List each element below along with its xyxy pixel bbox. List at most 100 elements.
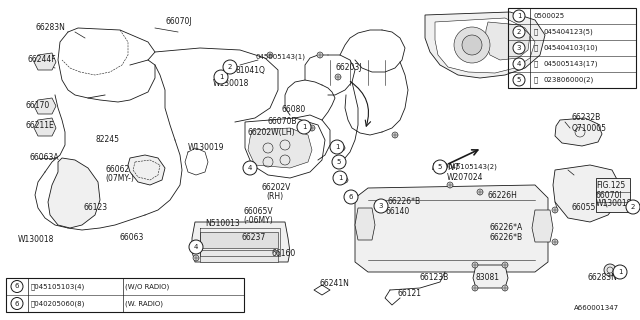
Polygon shape bbox=[555, 118, 602, 146]
Circle shape bbox=[513, 42, 525, 54]
Circle shape bbox=[191, 245, 197, 251]
Text: 2: 2 bbox=[228, 64, 232, 70]
Text: 66226*B: 66226*B bbox=[388, 196, 421, 205]
Circle shape bbox=[513, 74, 525, 86]
Text: 66123B: 66123B bbox=[420, 273, 449, 282]
Circle shape bbox=[297, 120, 311, 134]
Circle shape bbox=[317, 52, 323, 58]
Text: 023806000(2): 023806000(2) bbox=[543, 77, 593, 83]
Circle shape bbox=[552, 239, 558, 245]
Circle shape bbox=[267, 52, 273, 58]
Text: Ⓢ: Ⓢ bbox=[534, 45, 538, 51]
Text: 66226H: 66226H bbox=[487, 191, 517, 201]
Circle shape bbox=[344, 190, 358, 204]
Text: 66070I: 66070I bbox=[596, 190, 623, 199]
Polygon shape bbox=[34, 53, 56, 70]
Text: (RH): (RH) bbox=[266, 193, 283, 202]
Text: 5: 5 bbox=[438, 164, 442, 170]
Text: 1: 1 bbox=[219, 74, 223, 80]
Text: A660001347: A660001347 bbox=[574, 305, 619, 311]
Text: 045105143(2): 045105143(2) bbox=[447, 164, 497, 170]
Text: 2: 2 bbox=[631, 204, 635, 210]
Text: 5: 5 bbox=[517, 77, 521, 83]
Circle shape bbox=[11, 281, 23, 292]
Text: 66226*B: 66226*B bbox=[490, 233, 523, 242]
Text: (W. RADIO): (W. RADIO) bbox=[125, 300, 163, 307]
Circle shape bbox=[513, 58, 525, 70]
Polygon shape bbox=[192, 222, 290, 262]
Circle shape bbox=[502, 262, 508, 268]
Text: 3: 3 bbox=[379, 203, 383, 209]
Polygon shape bbox=[596, 178, 630, 212]
Circle shape bbox=[335, 74, 341, 80]
Text: 66080: 66080 bbox=[282, 105, 307, 114]
Text: 66232B: 66232B bbox=[571, 114, 600, 123]
Text: 2: 2 bbox=[517, 29, 521, 35]
Circle shape bbox=[374, 199, 388, 213]
Circle shape bbox=[604, 264, 616, 276]
Text: 5: 5 bbox=[337, 159, 341, 165]
Text: 045404103(10): 045404103(10) bbox=[543, 45, 598, 51]
Polygon shape bbox=[200, 232, 278, 248]
Text: W130018: W130018 bbox=[18, 236, 54, 244]
Text: 1: 1 bbox=[335, 144, 339, 150]
Text: 6: 6 bbox=[15, 300, 19, 307]
Polygon shape bbox=[473, 265, 508, 288]
Polygon shape bbox=[355, 208, 375, 240]
Text: 83081: 83081 bbox=[476, 273, 500, 282]
Polygon shape bbox=[425, 12, 545, 78]
Circle shape bbox=[332, 155, 346, 169]
Text: Ⓢ: Ⓢ bbox=[534, 61, 538, 67]
Text: 66160: 66160 bbox=[271, 250, 295, 259]
Text: 81041Q: 81041Q bbox=[235, 66, 265, 75]
Text: W130019: W130019 bbox=[188, 143, 225, 153]
Text: 6: 6 bbox=[349, 194, 353, 200]
Text: 82245: 82245 bbox=[95, 135, 119, 145]
Text: Ⓢ: Ⓢ bbox=[534, 29, 538, 35]
Text: 66055: 66055 bbox=[572, 204, 596, 212]
Circle shape bbox=[309, 125, 315, 131]
Circle shape bbox=[342, 177, 348, 183]
Text: 66121: 66121 bbox=[397, 289, 421, 298]
Text: 66070J: 66070J bbox=[165, 18, 191, 27]
Circle shape bbox=[330, 140, 344, 154]
Text: 1: 1 bbox=[516, 13, 521, 19]
Circle shape bbox=[502, 285, 508, 291]
Text: 66237: 66237 bbox=[242, 233, 266, 242]
Text: 4: 4 bbox=[517, 61, 521, 67]
Circle shape bbox=[513, 26, 525, 38]
Text: 66203J: 66203J bbox=[335, 62, 362, 71]
Text: 66241N: 66241N bbox=[320, 278, 350, 287]
Bar bbox=[508, 8, 636, 88]
Text: 66063: 66063 bbox=[120, 234, 145, 243]
Text: 66211E: 66211E bbox=[25, 121, 54, 130]
Text: W130018: W130018 bbox=[596, 199, 632, 209]
Circle shape bbox=[11, 298, 23, 309]
Text: 66065V: 66065V bbox=[243, 207, 273, 217]
Circle shape bbox=[477, 189, 483, 195]
Text: 66070B: 66070B bbox=[267, 116, 296, 125]
Circle shape bbox=[472, 285, 478, 291]
Text: 66170: 66170 bbox=[25, 100, 49, 109]
Circle shape bbox=[613, 265, 627, 279]
Text: 1: 1 bbox=[301, 124, 307, 130]
Text: (07MY-): (07MY-) bbox=[105, 174, 134, 183]
Text: 66123: 66123 bbox=[83, 204, 107, 212]
Text: 3: 3 bbox=[516, 45, 521, 51]
Text: 66140: 66140 bbox=[386, 207, 410, 217]
Polygon shape bbox=[355, 185, 548, 272]
Text: W130018: W130018 bbox=[213, 78, 250, 87]
Text: 1: 1 bbox=[338, 175, 342, 181]
Circle shape bbox=[193, 255, 199, 261]
Polygon shape bbox=[532, 210, 553, 242]
Text: 66063A: 66063A bbox=[30, 154, 60, 163]
Text: (W/O RADIO): (W/O RADIO) bbox=[125, 283, 169, 290]
Circle shape bbox=[552, 207, 558, 213]
Polygon shape bbox=[553, 165, 620, 222]
Circle shape bbox=[462, 35, 482, 55]
Circle shape bbox=[333, 171, 347, 185]
Text: 66062: 66062 bbox=[105, 165, 129, 174]
Text: 66244F: 66244F bbox=[27, 55, 56, 65]
Text: 045005143(1): 045005143(1) bbox=[255, 54, 305, 60]
Text: Q710005: Q710005 bbox=[572, 124, 607, 132]
